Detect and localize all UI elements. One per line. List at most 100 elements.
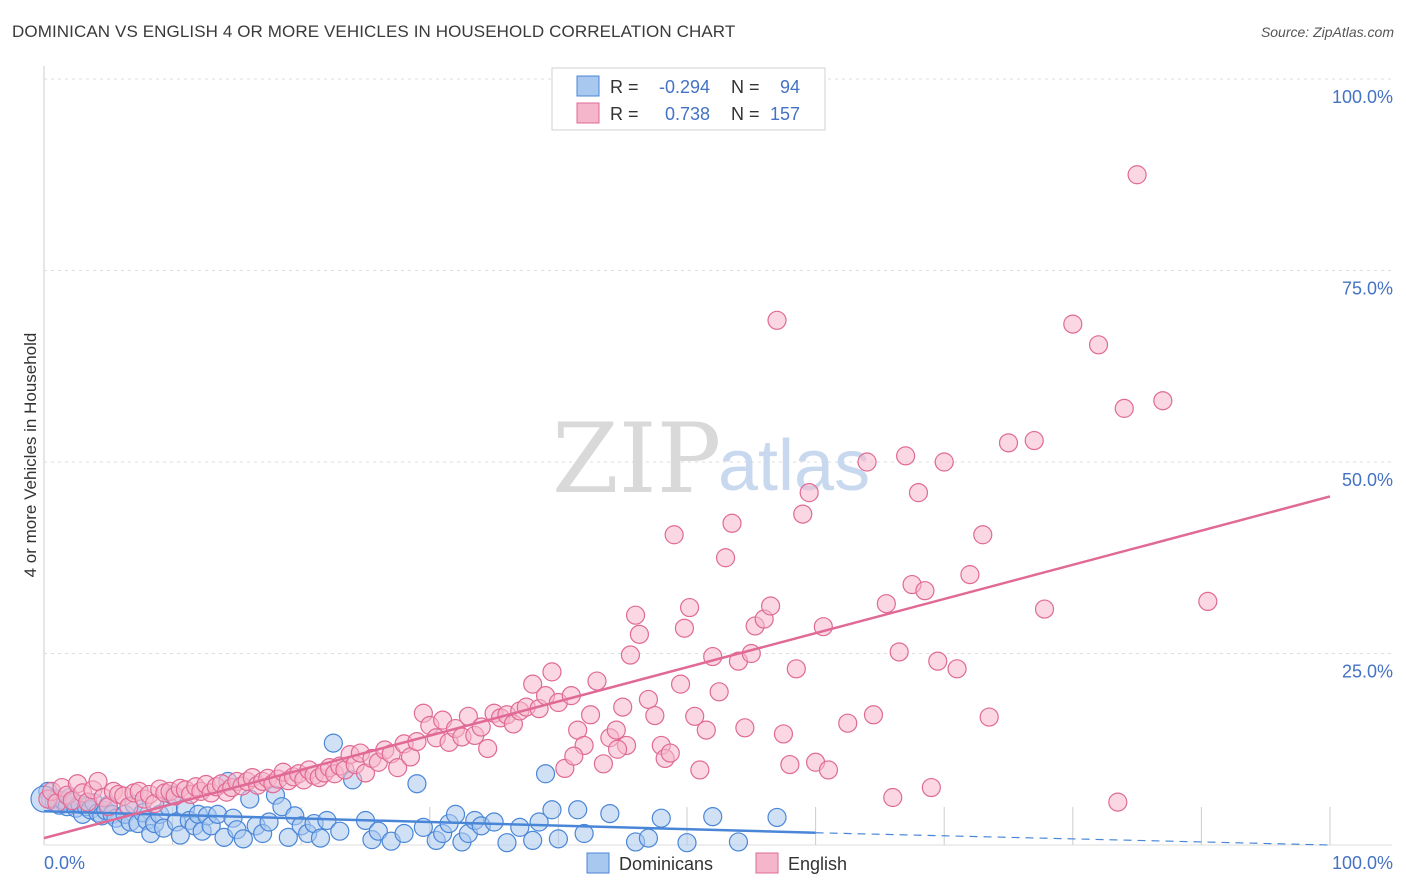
trend-lines — [43, 495, 1331, 846]
english-point — [478, 738, 498, 759]
english-point — [696, 720, 716, 740]
english-point — [799, 483, 819, 503]
english-point — [767, 310, 787, 330]
english-point — [638, 689, 659, 710]
legend-n-value-1: 94 — [780, 77, 800, 97]
english-point — [960, 565, 980, 585]
english-point — [1198, 591, 1218, 612]
english-point — [715, 548, 736, 568]
dominican-point — [484, 812, 504, 832]
dominicans-trend-extension — [815, 832, 1331, 846]
dominican-point — [394, 823, 414, 844]
dominican-point — [368, 821, 388, 841]
english-point — [786, 659, 806, 679]
x-tick-label-min: 0.0% — [44, 853, 85, 873]
legend-r-value-2: 0.738 — [665, 104, 710, 124]
dominican-point — [767, 807, 787, 828]
dominican-point — [170, 825, 190, 845]
english-point — [934, 452, 954, 472]
legend-swatch-english — [576, 102, 600, 124]
chart-title: DOMINICAN VS ENGLISH 4 OR MORE VEHICLES … — [12, 22, 736, 41]
english-point — [1114, 398, 1134, 418]
dominican-point — [703, 807, 723, 827]
english-point — [896, 446, 916, 466]
english-point — [1153, 391, 1173, 411]
english-point — [660, 743, 680, 763]
english-point — [88, 771, 108, 792]
dominican-point — [523, 830, 543, 851]
english-point — [709, 682, 729, 702]
english-point — [780, 754, 800, 775]
english-point — [1088, 335, 1109, 355]
english-point — [1024, 430, 1044, 451]
english-point — [613, 697, 633, 717]
legend-r-label-2: R = — [610, 104, 639, 124]
legend-box: R = -0.294 N = 94 R = 0.738 N = 157 — [551, 67, 826, 131]
english-point — [760, 596, 781, 616]
english-point — [690, 760, 710, 780]
english-points — [38, 165, 1218, 817]
bottom-legend: Dominicans English — [586, 852, 847, 874]
english-point — [876, 594, 896, 614]
english-point — [735, 718, 755, 738]
dominican-point — [677, 833, 697, 853]
legend-swatch-dominicans — [576, 75, 600, 97]
legend-n-value-2: 157 — [770, 104, 800, 124]
legend-n-label-2: N = — [731, 104, 760, 124]
english-point — [580, 705, 601, 725]
english-point — [863, 705, 884, 725]
dominican-point — [600, 803, 620, 824]
y-tick-label-100: 100.0% — [1332, 87, 1393, 107]
english-point — [1127, 165, 1147, 185]
y-tick-label-50: 50.0% — [1342, 470, 1393, 490]
bottom-legend-dominicans: Dominicans — [619, 854, 713, 874]
dominican-point — [259, 812, 279, 832]
english-trend-line — [43, 495, 1331, 840]
english-point — [793, 504, 813, 524]
source-label: Source: ZipAtlas.com — [1260, 24, 1394, 40]
dominican-point — [445, 804, 466, 824]
english-point — [523, 674, 543, 694]
english-point — [629, 624, 650, 644]
english-point — [889, 642, 909, 662]
x-tick-label-max: 100.0% — [1332, 853, 1393, 873]
dominicans-trend-line — [43, 810, 816, 834]
english-point — [973, 525, 993, 545]
legend-n-label-1: N = — [731, 77, 760, 97]
dominican-point — [233, 829, 253, 849]
english-point — [607, 739, 628, 759]
english-point — [998, 433, 1019, 453]
dominican-point — [568, 800, 588, 820]
dominican-point — [638, 828, 659, 848]
bottom-legend-english: English — [788, 854, 847, 874]
y-tick-label-25: 25.0% — [1342, 662, 1393, 682]
english-point — [838, 713, 858, 733]
y-tick-labels: 25.0% 50.0% 75.0% 100.0% — [1332, 87, 1393, 682]
english-point — [883, 787, 903, 808]
english-point — [722, 513, 742, 533]
dominican-point — [323, 733, 343, 753]
dominican-point — [497, 833, 517, 853]
english-point — [1034, 599, 1055, 619]
english-point — [908, 483, 929, 503]
english-point — [915, 581, 935, 601]
dominican-point — [510, 817, 530, 837]
english-point — [818, 760, 839, 780]
dominican-point — [407, 774, 427, 794]
english-point — [857, 452, 877, 472]
english-point — [921, 777, 941, 798]
dominican-point — [542, 800, 562, 820]
english-point — [928, 651, 948, 671]
english-point — [674, 618, 695, 638]
legend-r-value-1: -0.294 — [659, 77, 710, 97]
english-point — [685, 706, 705, 726]
dominican-point — [310, 828, 331, 848]
english-point — [679, 597, 700, 618]
english-point — [606, 720, 626, 740]
english-point — [947, 659, 967, 679]
legend-r-label-1: R = — [610, 77, 639, 97]
english-point — [620, 645, 641, 665]
english-point — [564, 746, 584, 766]
english-point — [741, 643, 761, 664]
dominican-point — [330, 821, 350, 841]
